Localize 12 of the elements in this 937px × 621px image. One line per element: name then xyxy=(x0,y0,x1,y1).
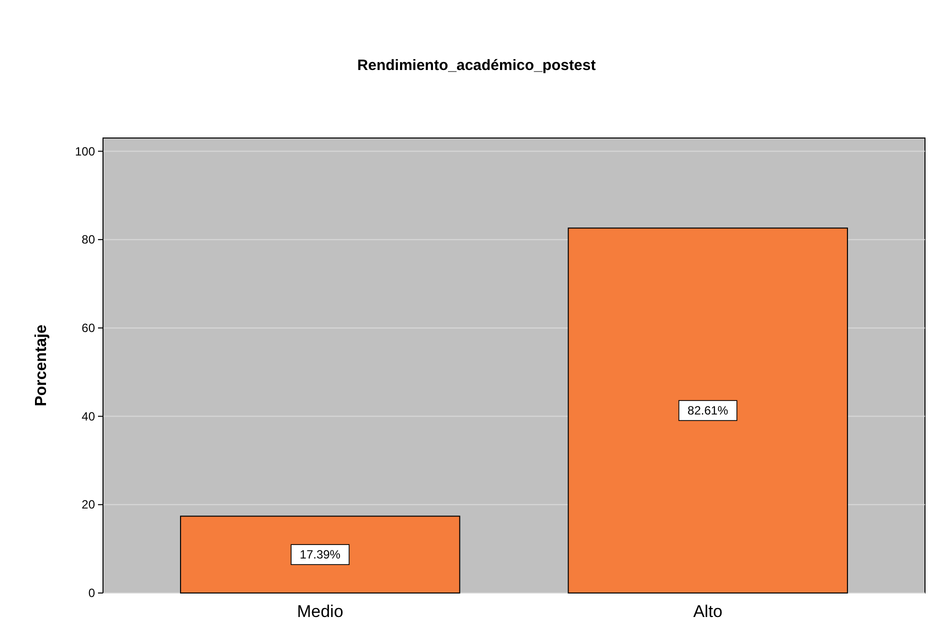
y-tick-label: 20 xyxy=(82,498,96,512)
y-tick-label: 0 xyxy=(88,586,96,600)
data-label: 82.61% xyxy=(688,404,729,418)
data-label: 17.39% xyxy=(300,548,341,562)
y-tick-label: 100 xyxy=(74,144,96,158)
y-tick-label: 40 xyxy=(82,409,96,424)
x-tick-label: Medio xyxy=(296,602,344,621)
y-tick-label: 80 xyxy=(82,232,96,247)
chart-title: Rendimiento_académico_postest xyxy=(357,57,596,74)
y-axis-title: Porcentaje xyxy=(33,324,50,406)
y-tick-label: 60 xyxy=(82,320,96,335)
x-tick-label: Alto xyxy=(693,602,723,621)
